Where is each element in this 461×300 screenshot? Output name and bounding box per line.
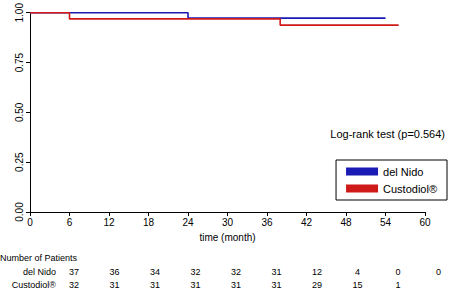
- svg-text:6: 6: [67, 217, 73, 228]
- svg-text:1.00: 1.00: [14, 3, 25, 23]
- svg-text:32: 32: [190, 267, 200, 277]
- svg-text:29: 29: [312, 280, 322, 290]
- svg-text:18: 18: [143, 217, 155, 228]
- svg-text:37: 37: [69, 267, 79, 277]
- svg-text:54: 54: [380, 217, 392, 228]
- svg-text:Log-rank test (p=0.564): Log-rank test (p=0.564): [330, 128, 445, 140]
- svg-text:34: 34: [150, 267, 160, 277]
- svg-text:24: 24: [182, 217, 194, 228]
- svg-text:31: 31: [150, 280, 160, 290]
- svg-text:Custodiol®: Custodiol®: [383, 183, 437, 195]
- svg-text:0: 0: [436, 267, 441, 277]
- svg-text:1: 1: [395, 280, 400, 290]
- svg-text:0.50: 0.50: [14, 102, 25, 122]
- svg-text:Custodiol®: Custodiol®: [12, 280, 57, 290]
- svg-text:time (month): time (month): [199, 232, 255, 243]
- svg-text:0.25: 0.25: [14, 152, 25, 172]
- svg-text:31: 31: [271, 267, 281, 277]
- svg-text:0.75: 0.75: [14, 52, 25, 72]
- svg-text:15: 15: [352, 280, 362, 290]
- svg-text:31: 31: [231, 280, 241, 290]
- svg-text:30: 30: [222, 217, 234, 228]
- svg-text:42: 42: [301, 217, 313, 228]
- svg-text:31: 31: [109, 280, 119, 290]
- svg-text:4: 4: [355, 267, 360, 277]
- svg-text:del Nido: del Nido: [23, 267, 56, 277]
- svg-text:48: 48: [340, 217, 352, 228]
- svg-text:del Nido: del Nido: [383, 166, 423, 178]
- svg-text:12: 12: [103, 217, 115, 228]
- svg-text:60: 60: [419, 217, 431, 228]
- svg-text:0: 0: [395, 267, 400, 277]
- svg-text:31: 31: [271, 280, 281, 290]
- svg-text:32: 32: [69, 280, 79, 290]
- svg-text:0: 0: [27, 217, 33, 228]
- svg-text:12: 12: [312, 267, 322, 277]
- svg-text:36: 36: [109, 267, 119, 277]
- svg-text:0.00: 0.00: [14, 202, 25, 222]
- svg-text:32: 32: [231, 267, 241, 277]
- svg-text:36: 36: [261, 217, 273, 228]
- svg-text:31: 31: [190, 280, 200, 290]
- svg-text:Number of Patients: Number of Patients: [0, 253, 78, 263]
